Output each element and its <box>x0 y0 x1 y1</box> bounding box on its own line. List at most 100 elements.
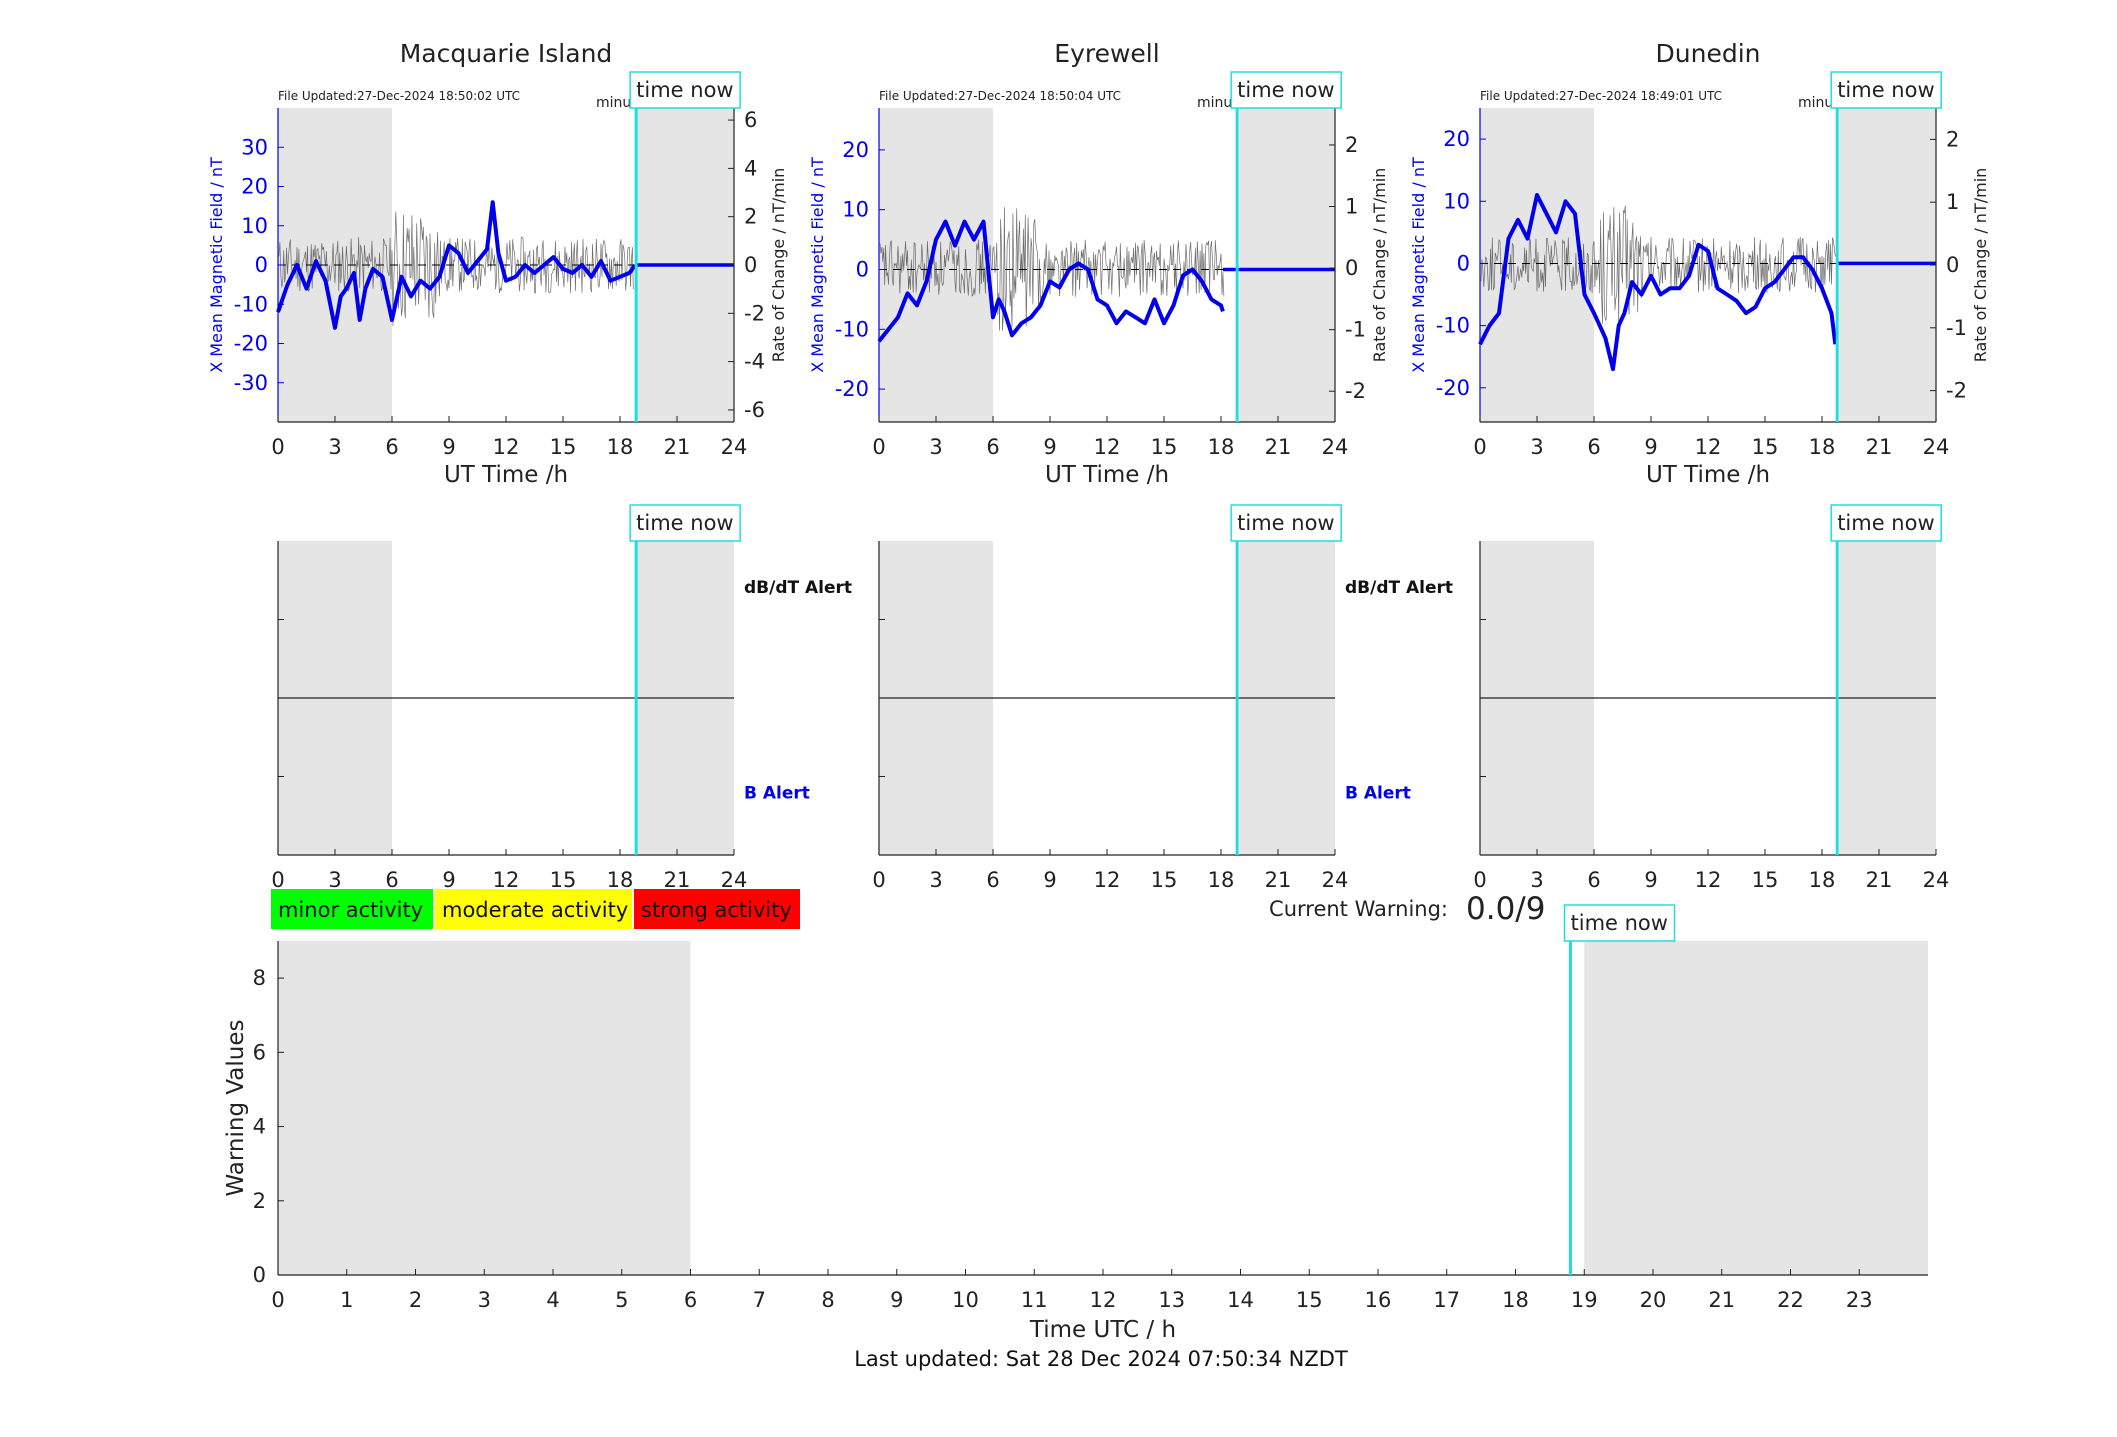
file-updated-text: File Updated:27-Dec-2024 18:49:01 UTC <box>1480 89 1722 103</box>
x-tick-label: 14 <box>1227 1288 1254 1312</box>
time-now-marker-label: time now <box>1237 511 1334 535</box>
x-tick-label: 19 <box>1571 1288 1598 1312</box>
time-now-marker-label: time now <box>636 511 733 535</box>
field-series-line <box>1478 193 1838 372</box>
x-tick-label: 15 <box>1752 435 1779 459</box>
y-tick-label: 0 <box>1457 251 1470 275</box>
x-tick-label: 18 <box>1809 435 1836 459</box>
y2-tick-label: 2 <box>744 205 757 229</box>
legend-swatch <box>435 889 632 929</box>
station-panel-0: 0 3 6 9 12 15 18 21 24-30-20-100102030-6-4-20246… <box>207 39 788 488</box>
time-now-marker-box <box>629 504 741 542</box>
x-tick-label: 21 <box>1265 868 1292 892</box>
time-now-marker-label: time now <box>636 78 733 102</box>
x-tick-label: 9 <box>1644 868 1657 892</box>
b-alert-label: B Alert <box>744 783 810 803</box>
x-tick-label: 4 <box>546 1288 559 1312</box>
x-tick-label: 15 <box>1151 868 1178 892</box>
time-now-marker-label: time now <box>1571 911 1668 935</box>
y-axis-label: Warning Values <box>223 1019 249 1196</box>
y2-tick-label: -6 <box>744 398 765 422</box>
rate-of-change-line <box>278 211 634 326</box>
x-tick-label: 13 <box>1158 1288 1185 1312</box>
y-axis-label: X Mean Magnetic Field / nT <box>808 157 827 373</box>
x-tick-label: 9 <box>442 868 455 892</box>
x-tick-label: 0 <box>1473 435 1486 459</box>
alert-panel-2: 0 3 6 9 12 15 18 21 24 <box>1473 541 1949 892</box>
y-tick-label: -10 <box>1436 314 1470 338</box>
y-tick-label: -10 <box>835 317 869 341</box>
x-tick-label: 24 <box>1322 868 1349 892</box>
y2-axis-label: Rate of Change / nT/min <box>1370 168 1389 363</box>
y2-tick-label: -2 <box>744 301 765 325</box>
file-updated-text: File Updated:27-Dec-2024 18:50:04 UTC <box>879 89 1121 103</box>
x-tick-label: 12 <box>493 868 520 892</box>
x-tick-label: 15 <box>550 868 577 892</box>
y-tick-label: -30 <box>234 371 268 395</box>
time-now-marker-box <box>1830 504 1942 542</box>
night-shading <box>1584 941 1928 1275</box>
x-tick-label: 21 <box>1866 868 1893 892</box>
b-alert-label: B Alert <box>1345 783 1411 803</box>
x-tick-label: 15 <box>1296 1288 1323 1312</box>
legend-moderate-activity: moderate activity <box>435 889 632 929</box>
y-tick-label: 8 <box>253 966 266 990</box>
db-dt-alert-label: dB/dT Alert <box>744 578 852 598</box>
y-tick-label: 20 <box>241 175 268 199</box>
y-tick-label: 0 <box>856 257 869 281</box>
x-tick-label: 15 <box>1752 868 1779 892</box>
x-tick-label: 12 <box>1094 435 1121 459</box>
x-tick-label: 6 <box>986 868 999 892</box>
x-axis-label: UT Time /h <box>444 462 568 488</box>
y2-tick-label: -1 <box>1345 318 1366 342</box>
field-series-line <box>276 200 637 330</box>
y-tick-label: 20 <box>842 138 869 162</box>
x-tick-label: 12 <box>1695 435 1722 459</box>
x-tick-label: 3 <box>929 868 942 892</box>
time-now-marker-box <box>1830 71 1942 109</box>
x-tick-label: 0 <box>271 435 284 459</box>
x-tick-label: 21 <box>1866 435 1893 459</box>
y2-tick-label: 1 <box>1946 190 1959 214</box>
x-tick-label: 6 <box>1587 435 1600 459</box>
y2-tick-label: 4 <box>744 156 757 180</box>
x-tick-label: 0 <box>1473 868 1486 892</box>
time-now-marker-box <box>629 71 741 109</box>
x-tick-label: 15 <box>1151 435 1178 459</box>
time-now-marker-group: time now <box>629 504 741 855</box>
station-title: Dunedin <box>1656 39 1761 68</box>
x-tick-label: 18 <box>1208 868 1235 892</box>
x-tick-label: 0 <box>271 1288 284 1312</box>
x-tick-label: 18 <box>1502 1288 1529 1312</box>
y-tick-label: 6 <box>253 1040 266 1064</box>
x-tick-label: 3 <box>478 1288 491 1312</box>
x-tick-label: 6 <box>986 435 999 459</box>
x-axis-label: UT Time /h <box>1045 462 1169 488</box>
x-tick-label: 0 <box>872 435 885 459</box>
legend-strong-activity: strong activity <box>634 889 800 929</box>
x-tick-label: 17 <box>1433 1288 1460 1312</box>
x-tick-label: 21 <box>1708 1288 1735 1312</box>
x-tick-label: 3 <box>1530 435 1543 459</box>
file-updated-text: File Updated:27-Dec-2024 18:50:02 UTC <box>278 89 520 103</box>
x-tick-label: 12 <box>1695 868 1722 892</box>
alert-panel-0: 0 3 6 9 12 15 18 21 24 dB/dT Alert B Alert <box>271 541 852 892</box>
x-tick-label: 21 <box>664 435 691 459</box>
db-dt-alert-label: dB/dT Alert <box>1345 578 1453 598</box>
y2-tick-label: -4 <box>744 350 765 374</box>
time-now-marker-group: time now <box>629 71 741 422</box>
y-tick-label: -20 <box>234 332 268 356</box>
night-shading <box>1240 108 1335 422</box>
y2-tick-label: -2 <box>1345 379 1366 403</box>
x-tick-label: 3 <box>328 868 341 892</box>
station-panel-2: 0 3 6 9 12 15 18 21 24-20-1001020-2-1012DunedinF… <box>1409 39 1990 488</box>
x-tick-label: 7 <box>753 1288 766 1312</box>
y-tick-label: 10 <box>241 214 268 238</box>
current-warning-label: Current Warning: <box>1269 897 1448 921</box>
y-tick-label: 10 <box>1443 189 1470 213</box>
time-now-marker-label: time now <box>1837 511 1934 535</box>
x-tick-label: 9 <box>890 1288 903 1312</box>
y2-tick-label: -2 <box>1946 379 1967 403</box>
x-tick-label: 24 <box>1923 435 1950 459</box>
